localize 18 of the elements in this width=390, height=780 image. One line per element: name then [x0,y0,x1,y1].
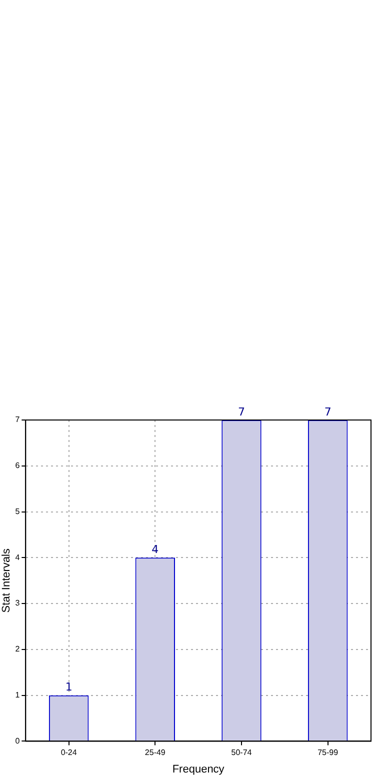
y-tick-label: 7 [15,415,20,424]
data-label: 4 [152,543,159,556]
y-tick-label: 3 [15,598,20,608]
data-label: 7 [324,405,332,418]
y-tick-label: 4 [15,552,20,562]
data-label: 1 [65,680,72,694]
y-axis-title: Stat Intervals [0,548,13,613]
x-tick-label: 50-74 [231,748,252,758]
x-axis-title: Frequency [172,763,225,776]
y-tick-label: 1 [15,690,20,700]
y-tick-label: 6 [15,461,20,470]
y-tick-label: 5 [15,506,20,516]
x-tick-label: 0-24 [60,748,78,758]
y-tick-label: 0 [15,736,20,746]
x-tick-label: 25-49 [144,748,166,758]
y-tick-label: 2 [15,644,20,654]
data-label: 7 [238,405,245,418]
x-tick-label: 75-99 [318,748,339,758]
